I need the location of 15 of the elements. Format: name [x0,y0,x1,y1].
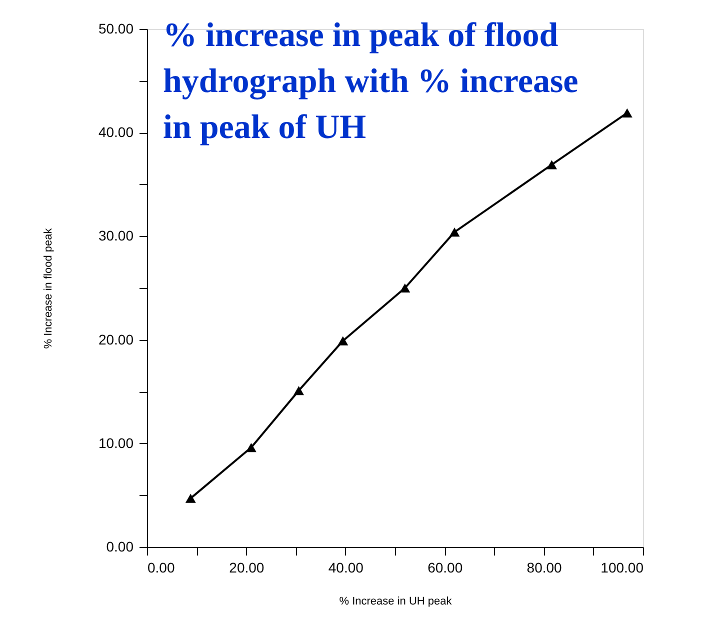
x-axis-title: % Increase in UH peak [339,596,452,608]
y-tick-label: 50.00 [98,20,134,36]
x-tick-label: 40.00 [328,560,364,576]
y-tick-label: 0.00 [106,538,134,554]
x-tick-label: 60.00 [428,560,463,576]
x-tick-label: 80.00 [526,560,562,576]
y-tick-label: 30.00 [98,228,134,244]
y-axis-title: % Increase in flood peak [42,228,54,349]
y-tick-label: 40.00 [98,124,134,140]
y-tick-label: 10.00 [98,434,134,451]
x-tick-label: 20.00 [229,560,264,576]
y-tick-label: 20.00 [98,331,134,348]
x-tick-label: 0.00 [148,560,175,576]
text: % increase in peak of flood hydrograph with % increase in peak of UH [163,17,578,146]
x-tick-label: 100.00 [600,560,644,576]
